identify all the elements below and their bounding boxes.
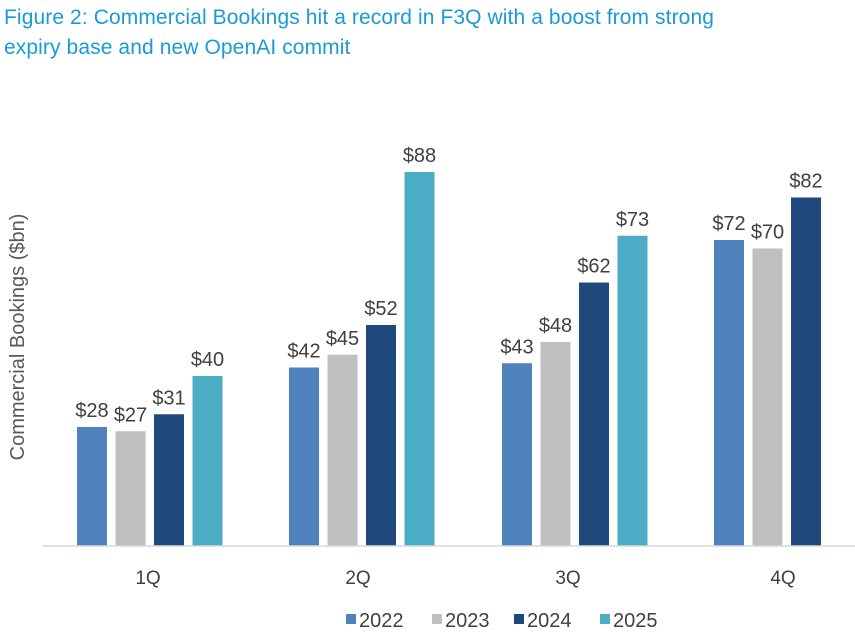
bar-3Q-2023 (540, 342, 571, 546)
data-label-3Q-2022: $43 (500, 336, 533, 358)
x-tick-label-3Q: 3Q (555, 568, 580, 589)
data-label-1Q-2022: $28 (75, 400, 108, 422)
bar-3Q-2025 (617, 235, 648, 546)
legend-label-2024: 2024 (527, 610, 572, 632)
bar-1Q-2024 (154, 414, 184, 546)
bar-4Q-2022 (714, 240, 744, 546)
data-label-1Q-2023: $27 (114, 404, 147, 426)
x-tick-labels: 1Q 2Q 3Q 4Q (135, 568, 795, 589)
chart-title: Figure 2: Commercial Bookings hit a reco… (4, 3, 854, 63)
data-label-3Q-2023: $48 (539, 315, 572, 337)
data-label-1Q-2025: $40 (191, 349, 224, 371)
legend-swatch-2023 (432, 614, 442, 624)
x-tick-label-2Q: 2Q (345, 568, 370, 589)
chart-title-line-2: expiry base and new OpenAI commit (4, 36, 351, 59)
bar-3Q-2022 (502, 363, 532, 546)
legend-item-2023: 2023 (432, 610, 490, 632)
data-label-4Q-2022: $72 (712, 213, 745, 235)
x-tick-label-1Q: 1Q (135, 568, 160, 589)
data-label-4Q-2024: $82 (789, 171, 822, 193)
data-label-1Q-2024: $31 (152, 387, 185, 409)
data-label-2Q-2023: $45 (326, 328, 359, 350)
legend-item-2025: 2025 (600, 610, 658, 632)
bar-3Q-2024 (579, 282, 609, 546)
legend-item-2022: 2022 (346, 610, 404, 632)
y-axis-label: Commercial Bookings ($bn) (7, 214, 29, 461)
data-labels-group: $28 $27$31 $40 $42 $45$52 $88 $43 $48 $62 $73 $72 $… (75, 145, 822, 426)
bar-2Q-2024 (366, 325, 396, 546)
legend-label-2022: 2022 (359, 610, 404, 632)
legend-swatch-2024 (514, 614, 524, 624)
data-label-3Q-2024: $62 (577, 256, 610, 278)
bar-1Q-2025 (192, 376, 223, 546)
legend-swatch-2022 (346, 614, 356, 624)
data-label-2Q-2024: $52 (364, 298, 397, 320)
data-label-2Q-2022: $42 (287, 341, 320, 363)
chart-title-line-1: Figure 2: Commercial Bookings hit a reco… (4, 6, 715, 29)
bar-4Q-2024 (791, 197, 821, 546)
legend-item-2024: 2024 (514, 610, 572, 632)
data-label-4Q-2023: $70 (751, 222, 784, 244)
bar-2Q-2022 (289, 367, 319, 546)
legend-label-2025: 2025 (613, 610, 658, 632)
legend-swatch-2025 (600, 614, 610, 624)
bar-2Q-2025 (404, 172, 435, 546)
bars-group (77, 172, 821, 546)
data-label-2Q-2025: $88 (403, 145, 436, 167)
bar-4Q-2023 (752, 248, 783, 546)
bar-1Q-2023 (115, 431, 146, 546)
bar-1Q-2022 (77, 427, 107, 546)
legend: 2022 2023 2024 2025 (346, 610, 658, 632)
x-tick-label-4Q: 4Q (770, 568, 795, 589)
data-label-3Q-2025: $73 (616, 209, 649, 231)
bar-2Q-2023 (327, 354, 358, 546)
legend-label-2023: 2023 (445, 610, 490, 632)
